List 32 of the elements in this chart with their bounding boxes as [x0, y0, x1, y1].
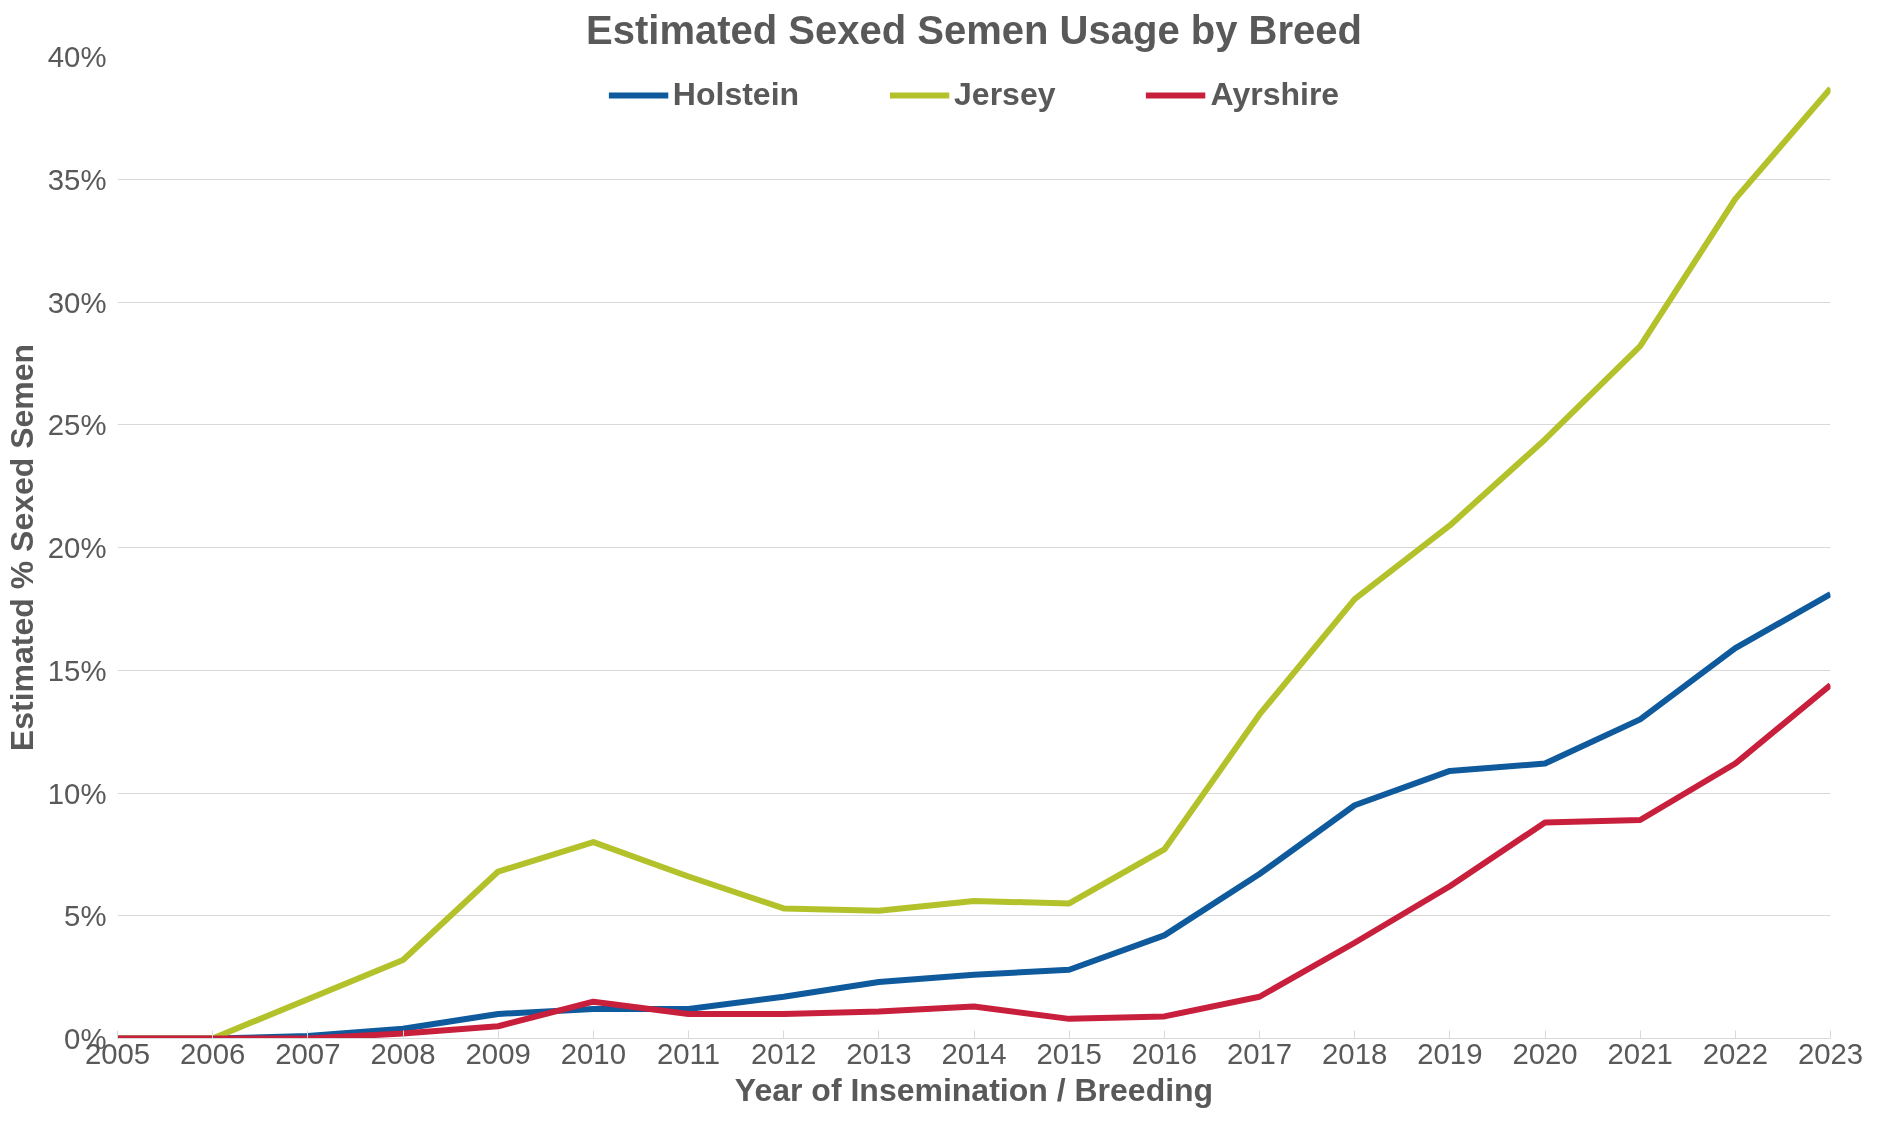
- legend-label: Jersey: [954, 76, 1056, 113]
- x-axis-title: Year of Insemination / Breeding: [734, 1071, 1214, 1108]
- y-tick-label: 20%: [47, 531, 107, 564]
- x-tick-label: 2017: [1226, 1036, 1293, 1070]
- chart-title: Estimated Sexed Semen Usage by Breed: [586, 7, 1362, 52]
- y-tick-label: 15%: [47, 653, 107, 687]
- x-tick-label: 2011: [656, 1036, 721, 1070]
- y-tick-label: 30%: [47, 285, 107, 319]
- x-tick-label: 2023: [1797, 1036, 1864, 1070]
- x-tick-label: 2007: [275, 1036, 341, 1070]
- x-tick-label: 2018: [1322, 1036, 1388, 1070]
- y-tick-label: 40%: [47, 40, 107, 73]
- y-tick-label: 35%: [47, 162, 107, 196]
- x-tick-label: 2015: [1036, 1036, 1102, 1070]
- x-tick-label: 2009: [465, 1036, 531, 1070]
- x-tick-label: 2006: [180, 1036, 246, 1070]
- x-tick-label: 2010: [560, 1036, 626, 1070]
- x-tick-label: 2021: [1607, 1036, 1673, 1070]
- x-tick-label: 2012: [751, 1036, 817, 1070]
- y-axis-title: Estimated % Sexed Semen: [3, 343, 40, 752]
- legend-label: Ayrshire: [1210, 76, 1340, 113]
- legend-label: Holstein: [672, 76, 800, 113]
- x-tick-label: 2008: [370, 1036, 436, 1070]
- x-tick-label: 2014: [941, 1036, 1007, 1070]
- x-tick-label: 2019: [1417, 1036, 1483, 1070]
- y-tick-label: 10%: [47, 776, 107, 810]
- x-tick-label: 2022: [1702, 1036, 1768, 1070]
- x-tick-label: 2020: [1512, 1036, 1578, 1070]
- x-tick-label: 2016: [1131, 1036, 1197, 1070]
- y-tick-label: 25%: [47, 408, 107, 442]
- y-tick-label: 5%: [64, 899, 107, 933]
- x-tick-label: 2013: [846, 1036, 912, 1070]
